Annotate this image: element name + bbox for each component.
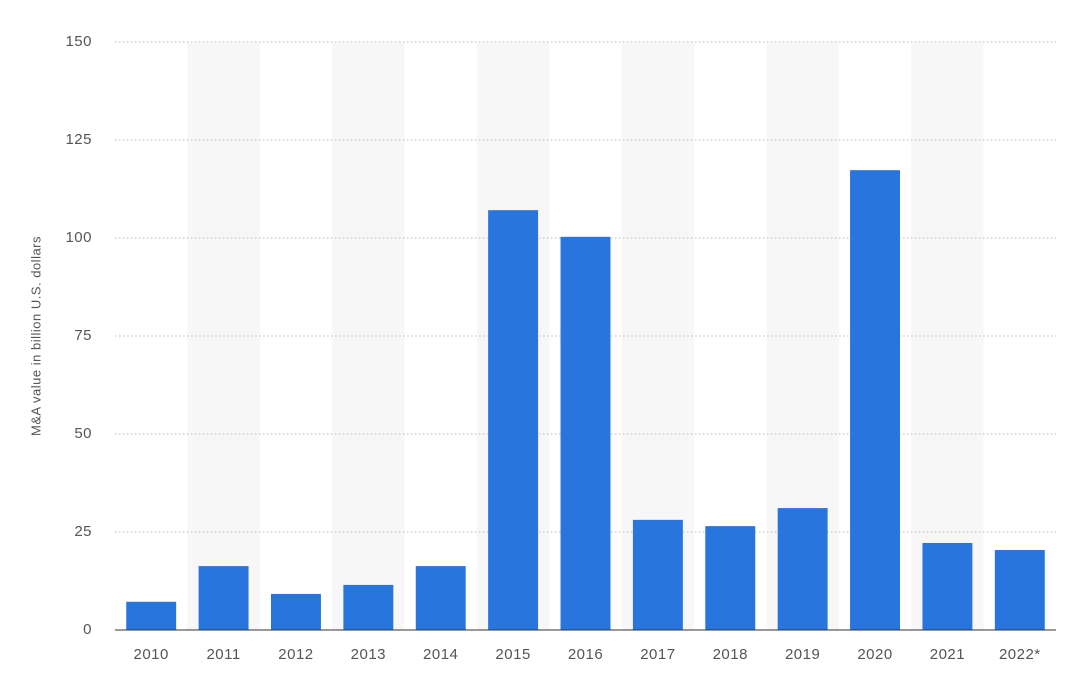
bar bbox=[705, 526, 756, 630]
x-tick-label: 2013 bbox=[351, 646, 386, 663]
x-tick-label: 2014 bbox=[423, 646, 458, 663]
x-tick-label: 2017 bbox=[640, 646, 675, 663]
bar bbox=[270, 593, 321, 630]
bar bbox=[415, 566, 466, 630]
bar bbox=[777, 508, 828, 630]
x-tick-label: 2012 bbox=[278, 646, 313, 663]
bar bbox=[343, 584, 394, 630]
bar bbox=[126, 601, 177, 630]
x-tick-label: 2022* bbox=[999, 646, 1041, 663]
bar bbox=[632, 519, 683, 630]
y-axis-label: M&A value in billion U.S. dollars bbox=[28, 236, 43, 436]
x-tick-label: 2010 bbox=[134, 646, 169, 663]
y-tick-label: 75 bbox=[74, 327, 92, 344]
bar bbox=[850, 170, 901, 630]
bar bbox=[198, 566, 249, 630]
x-tick-label: 2015 bbox=[495, 646, 530, 663]
x-tick-label: 2019 bbox=[785, 646, 820, 663]
y-tick-label: 50 bbox=[74, 425, 92, 442]
bar bbox=[922, 542, 973, 630]
x-tick-label: 2020 bbox=[857, 646, 892, 663]
bar bbox=[994, 550, 1045, 630]
y-tick-label: 150 bbox=[65, 33, 92, 50]
x-tick-label: 2021 bbox=[930, 646, 965, 663]
y-tick-label: 25 bbox=[74, 523, 92, 540]
bar bbox=[488, 210, 539, 630]
x-tick-label: 2016 bbox=[568, 646, 603, 663]
bar bbox=[560, 236, 611, 630]
x-tick-label: 2018 bbox=[713, 646, 748, 663]
x-tick-label: 2011 bbox=[206, 646, 240, 663]
y-tick-label: 100 bbox=[65, 229, 92, 246]
y-tick-label: 125 bbox=[65, 131, 92, 148]
y-tick-label: 0 bbox=[83, 621, 92, 638]
